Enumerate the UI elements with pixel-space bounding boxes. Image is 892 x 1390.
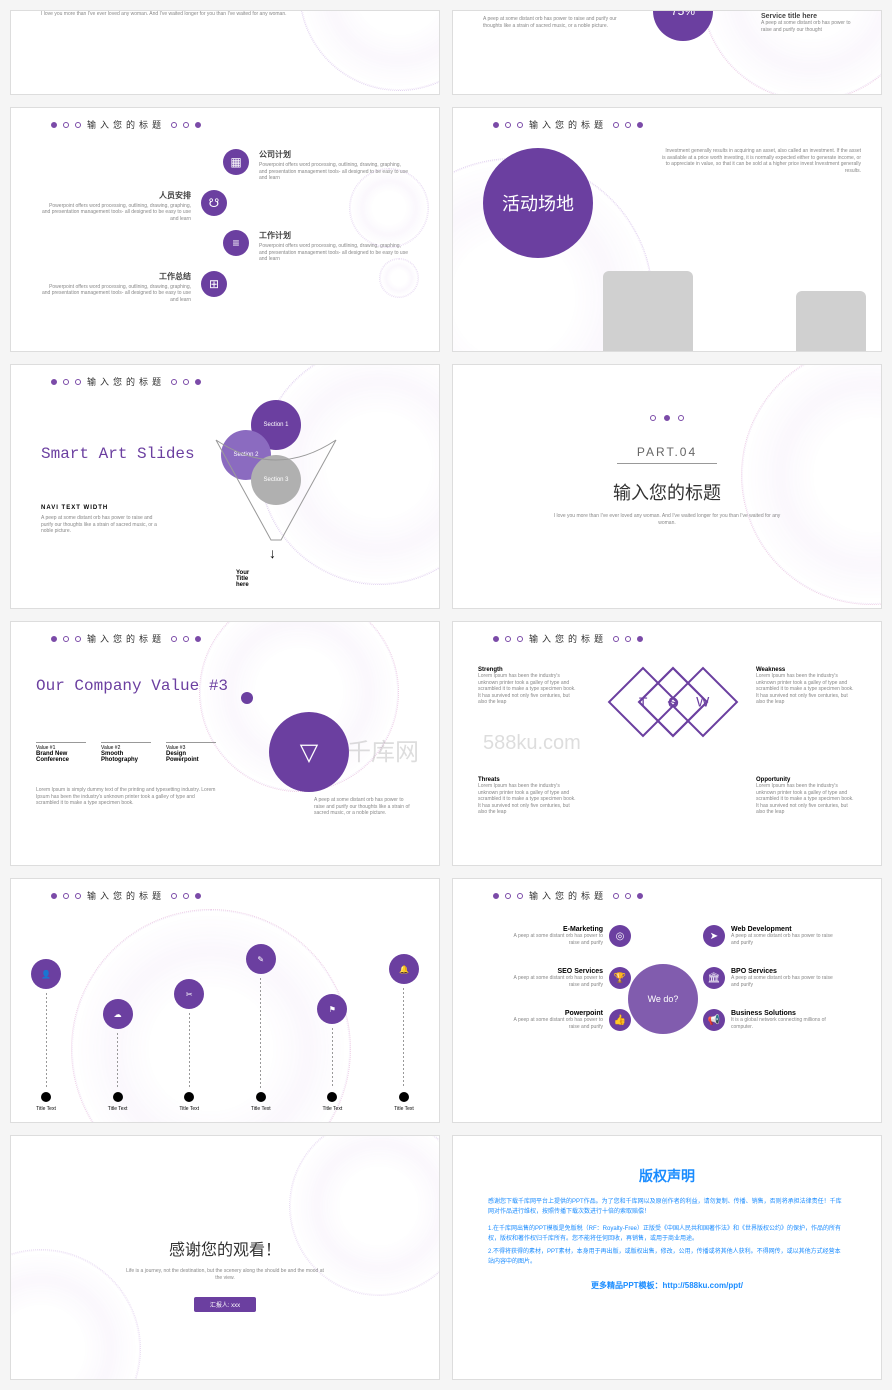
filter-icon: ▽	[269, 712, 349, 792]
bell-icon: 🔔	[389, 954, 419, 984]
list-icon: ≡	[223, 230, 249, 256]
dots-nav	[453, 415, 881, 421]
company-value-title: Our Company Value #3	[36, 677, 228, 696]
slide-copyright: 版权声明 感谢您下载千库网平台上提供的PPT作品。为了您和千库网以及原创作者的利…	[452, 1135, 882, 1380]
presenter-button[interactable]: 汇报人: xxx	[194, 1297, 256, 1312]
trophy-icon: 🏆	[609, 967, 631, 989]
send-icon: ➤	[703, 925, 725, 947]
arrow-down-icon: ↓	[269, 545, 276, 561]
thumb-icon: 👍	[609, 1009, 631, 1031]
slide-partial-right: 75% A peep at some distant orb has power…	[452, 10, 882, 95]
slide-swot: 输入您的标题 S T W O 588ku.com Strength Lorem …	[452, 621, 882, 866]
copyright-title: 版权声明	[453, 1166, 881, 1186]
cloud-icon: ☁	[103, 999, 133, 1029]
slide-header: 输入您的标题	[11, 108, 439, 131]
percent-badge: 75%	[653, 10, 713, 41]
slide-part04: PART.04 输入您的标题 I love you more than I've…	[452, 364, 882, 609]
service-title: Service title here	[761, 13, 851, 20]
watermark-url: 588ku.com	[483, 732, 581, 755]
slide-partial-left: I love you more than I've ever loved any…	[10, 10, 440, 95]
flag-icon: ⚑	[317, 994, 347, 1024]
target-icon: ◎	[609, 925, 631, 947]
slide-thanks: 感谢您的观看！ Life is a journey, not the desti…	[10, 1135, 440, 1380]
phone-mockup-2	[796, 291, 866, 351]
pencil-icon: ✎	[246, 944, 276, 974]
slide-company-plan: 输入您的标题 ▦ 公司计划 Powerpoint offers word pro…	[10, 107, 440, 352]
quote-text: I love you more than I've ever loved any…	[41, 11, 409, 18]
slide-grid: I love you more than I've ever loved any…	[10, 10, 882, 1380]
user-icon: 👤	[31, 959, 61, 989]
venue-badge: 活动场地	[483, 148, 593, 258]
section-title: 输入您的标题	[453, 479, 881, 505]
watermark: 千库网	[347, 732, 419, 767]
phone-mockup-1	[603, 271, 693, 351]
chart-icon: ⊞	[201, 271, 227, 297]
part-label: PART.04	[617, 441, 717, 464]
scissors-icon: ✂	[174, 979, 204, 1009]
slide-venue: 输入您的标题 活动场地 Investment generally results…	[452, 107, 882, 352]
building2-icon: 🏛	[703, 967, 725, 989]
smartart-title: Smart Art Slides	[41, 445, 195, 463]
slide-timeline: 输入您的标题 👤 Title Text ☁ Title Text ✂ Title…	[10, 878, 440, 1123]
slide-company-value: 输入您的标题 Our Company Value #3 Value #1 Bra…	[10, 621, 440, 866]
more-templates-link[interactable]: 更多精品PPT模板：http://588ku.com/ppt/	[488, 1280, 846, 1293]
funnel-shape	[211, 430, 341, 570]
timeline-item: 👤 Title Text	[31, 959, 61, 1112]
slide-smartart: 输入您的标题 Smart Art Slides NAVI TEXT WIDTH …	[10, 364, 440, 609]
thanks-title: 感谢您的观看！	[11, 1236, 439, 1260]
building-icon: ▦	[223, 149, 249, 175]
megaphone-icon: 📢	[703, 1009, 725, 1031]
slide-services: 输入您的标题 We do? ◎ E-MarketingA peep at som…	[452, 878, 882, 1123]
wedo-badge: We do?	[628, 964, 698, 1034]
people-icon: ☋	[201, 190, 227, 216]
